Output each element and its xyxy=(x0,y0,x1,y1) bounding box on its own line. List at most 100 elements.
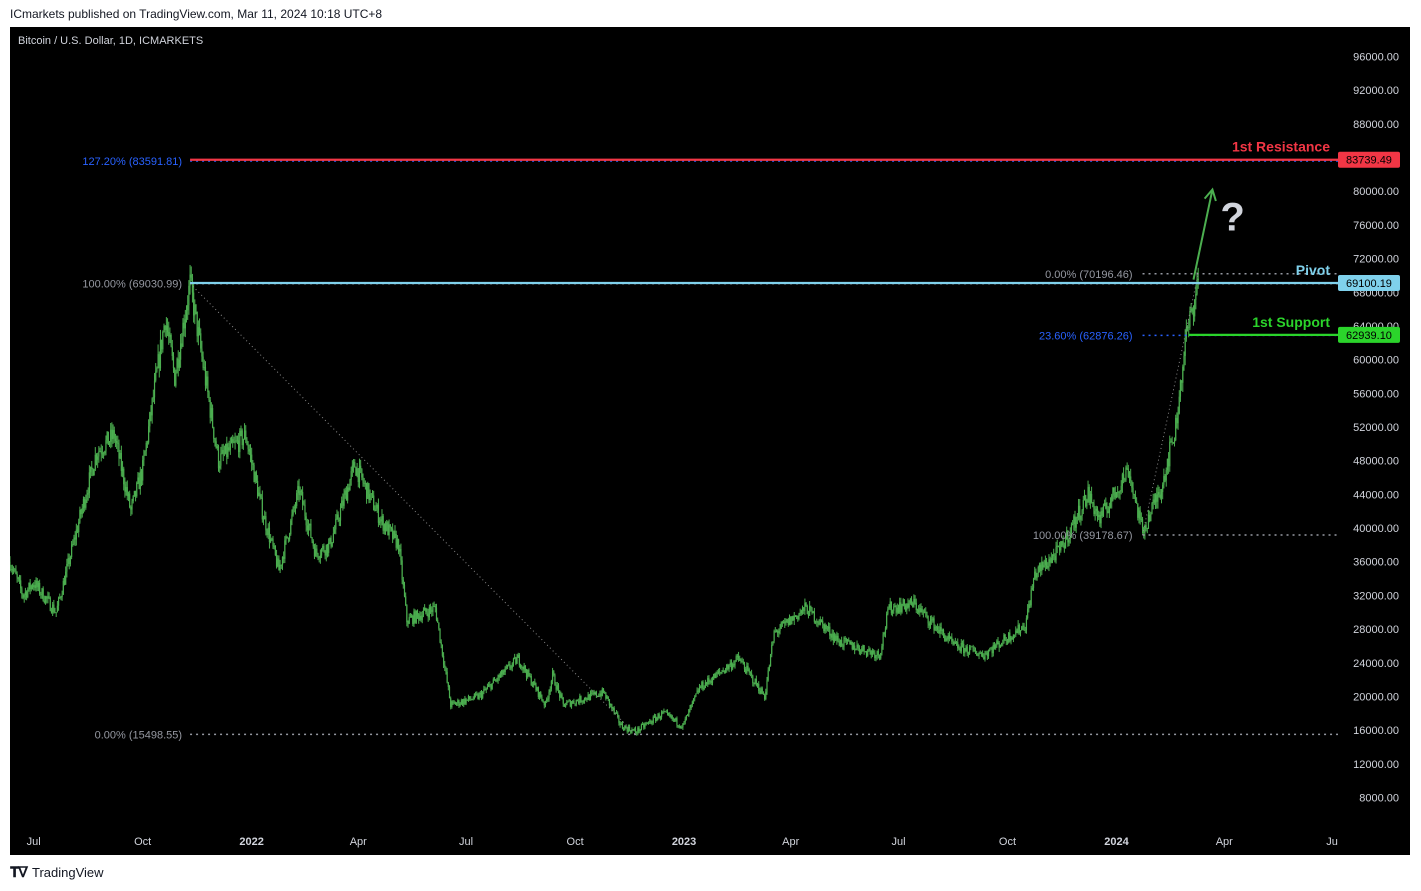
candle xyxy=(867,649,869,657)
candle xyxy=(95,453,98,466)
candle xyxy=(266,528,268,538)
candle-body xyxy=(1087,486,1089,501)
candle xyxy=(953,640,955,646)
candle xyxy=(637,726,639,736)
candle xyxy=(729,659,731,667)
candle-body xyxy=(171,346,173,357)
candle-body xyxy=(891,610,894,614)
candle xyxy=(870,650,872,659)
candle-body xyxy=(329,537,331,543)
candle-body xyxy=(973,650,975,651)
candle xyxy=(456,702,458,706)
candle-body xyxy=(232,439,234,443)
candle xyxy=(319,549,321,564)
candle-body xyxy=(567,701,569,703)
candle xyxy=(214,437,216,447)
candle-body xyxy=(1127,468,1129,478)
candle xyxy=(726,663,728,673)
candle xyxy=(873,649,875,655)
candle-body xyxy=(964,648,966,654)
candle xyxy=(208,390,210,403)
candle xyxy=(305,512,307,532)
candle-body xyxy=(850,641,852,645)
candle xyxy=(901,603,903,614)
candle xyxy=(688,709,690,718)
candle-body xyxy=(580,696,582,703)
candle xyxy=(474,691,477,698)
candle-body xyxy=(778,631,780,633)
candle xyxy=(905,603,907,612)
candle xyxy=(440,639,442,649)
candle-body xyxy=(78,522,80,533)
candle xyxy=(649,718,651,725)
candle xyxy=(323,543,325,553)
candle-body xyxy=(979,652,981,654)
candle xyxy=(125,481,127,496)
candle xyxy=(1100,507,1102,529)
y-tick-label: 28000.00 xyxy=(1353,624,1399,636)
candle-body xyxy=(397,539,400,552)
candle-body xyxy=(127,493,130,497)
candle xyxy=(168,321,170,345)
candle-body xyxy=(55,612,57,614)
candle xyxy=(986,650,988,660)
candle-body xyxy=(236,440,239,442)
candle xyxy=(522,666,524,674)
candle xyxy=(110,422,112,449)
candle-body xyxy=(355,467,357,476)
candle-body xyxy=(163,326,165,332)
candle xyxy=(610,703,612,708)
candle-body xyxy=(938,629,940,634)
candle-body xyxy=(652,716,654,723)
candle xyxy=(459,702,461,707)
candle xyxy=(1175,414,1177,442)
candle xyxy=(442,652,445,669)
candle-body xyxy=(843,638,845,647)
candle-body xyxy=(52,604,54,613)
candle-body xyxy=(790,616,792,625)
candle-body xyxy=(179,343,182,360)
candle xyxy=(1152,493,1154,510)
candle-body xyxy=(1010,637,1012,641)
candle xyxy=(647,721,650,725)
candle xyxy=(972,644,974,653)
candle-body xyxy=(710,680,712,683)
candle-body xyxy=(491,682,493,690)
candle xyxy=(863,645,865,655)
candle xyxy=(707,675,709,687)
candle-body xyxy=(369,494,371,501)
candle-body xyxy=(478,694,480,699)
candle-body xyxy=(634,729,637,733)
candle-body xyxy=(670,715,672,717)
candle-body xyxy=(290,520,292,535)
candle xyxy=(126,480,128,501)
candle-body xyxy=(439,628,441,643)
candle xyxy=(119,449,121,459)
candle xyxy=(1191,307,1193,315)
candle xyxy=(1113,487,1115,500)
candle xyxy=(191,273,194,303)
candle xyxy=(671,714,673,722)
candle xyxy=(177,350,179,377)
candle xyxy=(1156,487,1158,509)
candle xyxy=(700,685,702,689)
candle xyxy=(201,340,203,362)
candle xyxy=(912,601,914,608)
candle xyxy=(852,642,855,650)
candle xyxy=(792,615,794,621)
candle-body xyxy=(1077,505,1080,518)
candle-body xyxy=(338,520,340,522)
candle xyxy=(612,706,614,711)
candle xyxy=(833,632,836,643)
candle-body xyxy=(565,705,567,707)
candle xyxy=(1004,633,1006,641)
candle xyxy=(457,698,459,707)
candle xyxy=(72,539,74,547)
candle xyxy=(627,724,629,733)
candle-body xyxy=(354,462,356,468)
candle xyxy=(145,440,147,456)
candle xyxy=(469,696,471,701)
price-chart[interactable]: 96000.0092000.0088000.0084000.0080000.00… xyxy=(10,27,1410,855)
chart-panel[interactable]: 96000.0092000.0088000.0084000.0080000.00… xyxy=(10,27,1410,855)
candle-body xyxy=(817,621,819,624)
